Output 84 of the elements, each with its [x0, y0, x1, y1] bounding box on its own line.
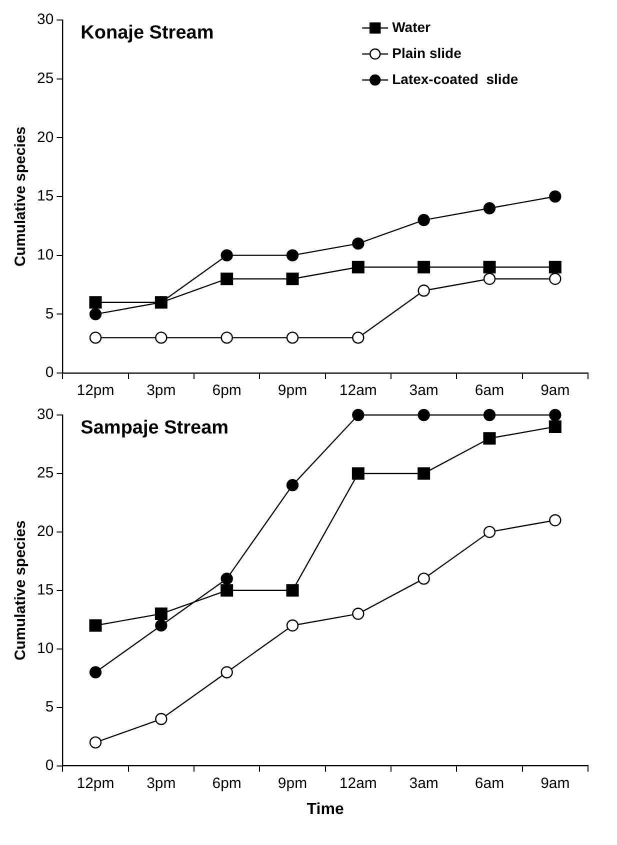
point	[352, 467, 364, 480]
point	[549, 190, 562, 203]
point	[155, 712, 168, 726]
point	[286, 479, 299, 492]
point	[483, 202, 496, 214]
point	[548, 420, 562, 433]
point	[155, 332, 168, 344]
x-tick-label: 9am	[540, 774, 570, 792]
y-tick-label: 5	[45, 305, 54, 322]
point	[286, 619, 299, 632]
y-tick-label: 25	[36, 70, 54, 87]
y-tick-label: 20	[36, 523, 54, 540]
point	[89, 308, 102, 320]
x-tick-label: 6pm	[212, 774, 242, 792]
point	[286, 272, 299, 286]
point	[418, 214, 430, 226]
legend-label: Plain slide	[392, 44, 462, 61]
point	[418, 467, 430, 480]
y-tick-label: 0	[45, 364, 54, 382]
y-tick-label: 0	[45, 756, 54, 774]
y-tick-label: 30	[36, 406, 54, 424]
y-tick-label: 20	[36, 128, 54, 146]
point	[220, 572, 233, 585]
chart-title: Konaje Stream	[80, 22, 214, 44]
point	[89, 736, 102, 749]
point	[549, 514, 562, 526]
point	[483, 272, 496, 285]
legend-label: Water	[392, 18, 432, 35]
legend-label: Latex-coated slide	[392, 70, 518, 87]
x-tick-label: 3am	[409, 774, 438, 792]
point	[220, 584, 234, 597]
point	[220, 249, 233, 262]
x-tick-label: 6pm	[212, 382, 242, 400]
point	[286, 584, 299, 597]
point	[352, 237, 364, 250]
point	[89, 296, 102, 309]
y-tick-label: 10	[36, 640, 54, 658]
point	[418, 284, 430, 297]
x-tick-label: 12pm	[76, 382, 114, 400]
point	[220, 272, 234, 286]
point	[549, 272, 562, 285]
x-tick-label: 12am	[339, 774, 377, 792]
y-tick-label: 15	[36, 582, 54, 599]
point	[418, 260, 430, 274]
point	[89, 619, 102, 632]
point	[548, 260, 562, 274]
y-tick-label: 30	[36, 11, 54, 28]
chart-title: Sampaje Stream	[80, 418, 229, 439]
y-tick-label: 25	[36, 464, 54, 482]
x-tick-label: 3pm	[146, 774, 176, 792]
point	[352, 608, 364, 620]
y-tick-label: 10	[36, 246, 54, 264]
point	[352, 408, 364, 422]
point	[220, 666, 233, 678]
y-tick-label: 5	[45, 698, 54, 716]
y-axis-title: Cumulative species	[12, 126, 30, 267]
x-tick-label: 9am	[540, 382, 570, 400]
x-tick-label: 3pm	[146, 382, 176, 400]
point	[483, 432, 496, 445]
x-tick-label: 6am	[474, 774, 504, 792]
point	[483, 526, 496, 538]
x-tick-label: 9pm	[278, 774, 308, 792]
x-tick-label: 3am	[409, 382, 438, 400]
point	[483, 408, 496, 422]
point	[89, 666, 102, 678]
point	[483, 260, 496, 274]
point	[352, 260, 364, 274]
x-tick-label: 9pm	[278, 382, 308, 400]
x-tick-label: 12am	[339, 382, 377, 400]
point	[418, 408, 430, 422]
point	[220, 332, 233, 344]
x-tick-label: 12pm	[76, 774, 114, 792]
point	[352, 332, 364, 344]
x-tick-label: 6am	[474, 382, 504, 400]
point	[418, 572, 430, 585]
x-axis-title: Time	[306, 800, 344, 818]
y-axis-title: Cumulative species	[12, 520, 30, 660]
point	[154, 608, 168, 620]
point	[89, 332, 102, 344]
point	[286, 249, 299, 262]
y-tick-label: 15	[36, 188, 54, 205]
point	[549, 408, 562, 422]
point	[286, 332, 299, 344]
point	[155, 619, 168, 632]
